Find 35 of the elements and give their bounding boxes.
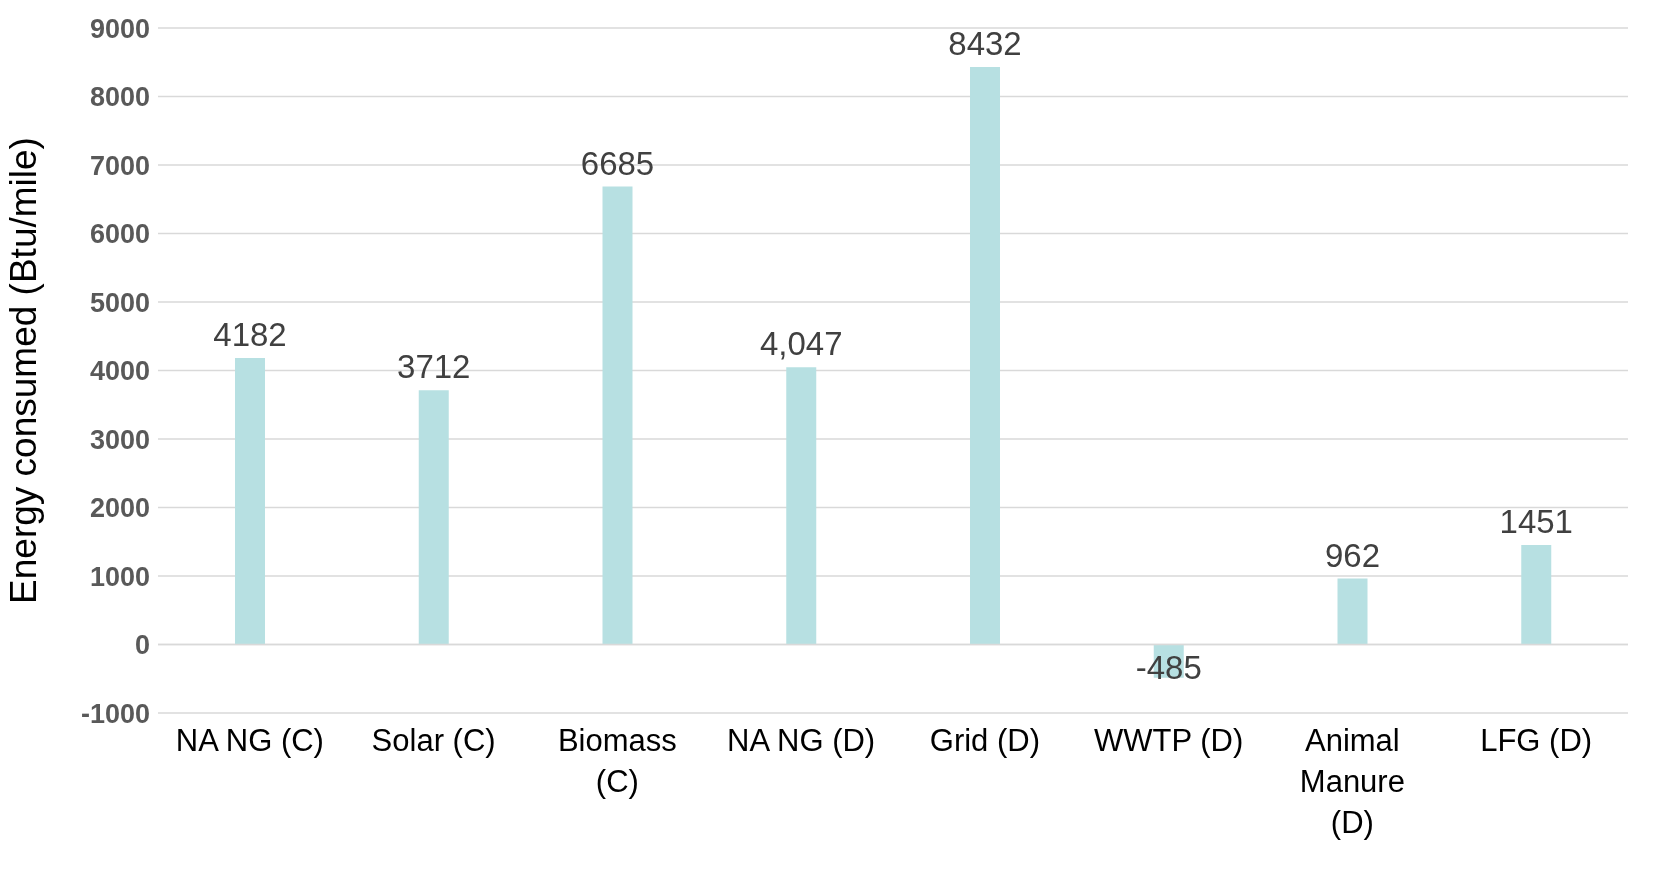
- y-tick-label: -1000: [80, 698, 150, 729]
- y-tick-label: 1000: [89, 561, 150, 592]
- data-label: 1451: [1499, 503, 1573, 541]
- y-tick-label: 0: [134, 630, 150, 661]
- data-label: 8432: [948, 24, 1022, 62]
- y-tick-label: 7000: [89, 150, 150, 181]
- bar: [602, 186, 633, 645]
- x-tick-label: Animal Manure (D): [1299, 723, 1405, 840]
- data-label: 3712: [397, 348, 471, 386]
- data-label: 4182: [213, 316, 287, 354]
- data-label: 962: [1324, 536, 1381, 574]
- x-tick-label: NA NG (C): [175, 723, 324, 758]
- x-tick-label: NA NG (D): [727, 723, 876, 758]
- data-label: -485: [1135, 648, 1202, 686]
- y-axis-title: Energy consumed (Btu/mile): [3, 137, 45, 604]
- x-tick-label: WWTP (D): [1094, 723, 1244, 758]
- x-tick-label: Grid (D): [929, 723, 1040, 758]
- bar: [1521, 545, 1552, 645]
- x-tick-label: Biomass (C): [557, 723, 677, 799]
- bar: [418, 390, 449, 645]
- y-tick-label: 2000: [89, 493, 150, 524]
- y-tick-label: 9000: [89, 13, 150, 44]
- data-label: 4,047: [759, 325, 843, 363]
- y-tick-label: 8000: [89, 82, 150, 113]
- y-tick-label: 4000: [89, 356, 150, 387]
- y-tick-label: 5000: [89, 287, 150, 318]
- data-label: 6685: [580, 144, 655, 182]
- x-tick-label: LFG (D): [1480, 723, 1593, 758]
- bar: [1337, 578, 1368, 645]
- bar: [970, 66, 1000, 645]
- x-tick-label: Solar (C): [371, 723, 496, 758]
- bar: [786, 367, 817, 645]
- y-tick-label: 6000: [89, 219, 150, 250]
- y-tick-label: 3000: [89, 424, 150, 455]
- bar: [235, 358, 265, 645]
